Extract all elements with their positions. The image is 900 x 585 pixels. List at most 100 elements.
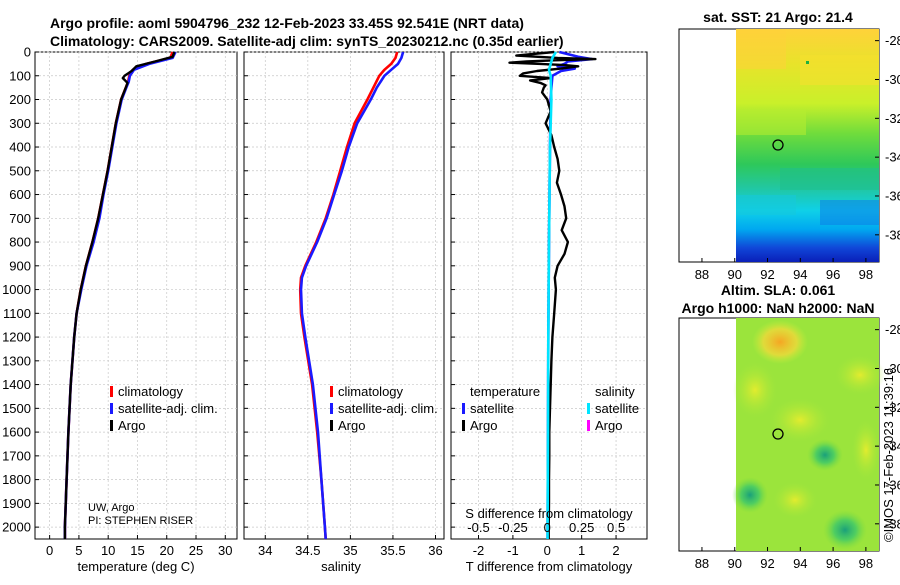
map-x-tick-label: 90	[728, 267, 742, 282]
salinity-frame	[243, 51, 445, 540]
depth-tick-label: 1000	[2, 282, 31, 297]
x-tick-label: 0	[46, 543, 53, 558]
diff-legend-swatch-s-satellite	[587, 403, 590, 414]
depth-axis: 0 100 200 300 400 500 600 700 800 900 1000 1100 1200…	[2, 45, 31, 535]
s-diff-tick-label: 0.25	[569, 520, 594, 535]
x-tick-label: 35.5	[380, 543, 405, 558]
x-tick-label: -1	[507, 543, 519, 558]
depth-tick-label: 500	[9, 163, 31, 178]
diff-legend-label-s-argo: Argo	[595, 418, 622, 433]
salinity-difference-ticks: -0.5 -0.25 0 0.25 0.5	[467, 520, 625, 535]
temperature-legend: climatology satellite-adj. clim. Argo	[110, 384, 218, 433]
x-tick-label: -2	[473, 543, 485, 558]
difference-panel: -2 -1 0 1 2 T difference from climatology S …	[450, 50, 648, 574]
x-tick-label: 30	[218, 543, 232, 558]
difference-x-label: T difference from climatology	[466, 559, 633, 574]
sal-legend-swatch-argo	[330, 420, 333, 431]
map-x-tick-label: 90	[728, 556, 742, 571]
salinity-lines	[298, 51, 405, 540]
sla-map: Altim. SLA: 0.061 Argo h1000: NaN h2000:…	[678, 282, 900, 571]
figure-title-line2: Climatology: CARS2009. Satellite-adj cli…	[50, 33, 564, 49]
map-x-tick-label: 98	[859, 556, 873, 571]
depth-tick-label: 1300	[2, 353, 31, 368]
salinity-legend: climatology satellite-adj. clim. Argo	[330, 384, 438, 433]
x-tick-label: 2	[612, 543, 619, 558]
map-y-tick-label: -30	[885, 72, 900, 87]
depth-tick-label: 1700	[2, 448, 31, 463]
sla-eddies	[732, 320, 885, 550]
map-x-tick-label: 92	[760, 267, 774, 282]
x-tick-label: 10	[101, 543, 115, 558]
temperature-panel: 0 5 10 15 20 25 30 temperature (deg C) climato…	[34, 51, 238, 574]
map-y-tick-label: -36	[885, 188, 900, 203]
series-line-argo	[63, 51, 176, 539]
map-x-tick-label: 96	[826, 556, 840, 571]
depth-tick-label: 2000	[2, 520, 31, 535]
difference-lines	[508, 50, 597, 539]
x-tick-label: 36	[428, 543, 442, 558]
map-x-tick-label: 96	[826, 267, 840, 282]
legend-swatch-argo	[110, 420, 113, 431]
map-x-tick-label: 94	[793, 267, 807, 282]
map-y-tick-label: -38	[885, 227, 900, 242]
legend-label-argo: Argo	[118, 418, 145, 433]
sla-map-y-ticks: -28 -30 -32 -34 -36 -38	[875, 322, 900, 531]
series-line-s-satellite	[546, 51, 558, 539]
s-diff-tick-label: -0.5	[467, 520, 489, 535]
depth-tick-label: 100	[9, 68, 31, 83]
depth-tick-label: 1600	[2, 425, 31, 440]
diff-legend-swatch-t-argo	[462, 420, 465, 431]
map-y-tick-label: -34	[885, 439, 900, 454]
sal-legend-label-satellite: satellite-adj. clim.	[338, 401, 438, 416]
annotation-institution: UW, Argo	[88, 502, 134, 514]
depth-tick-label: 600	[9, 187, 31, 202]
map-y-tick-label: -38	[885, 516, 900, 531]
diff-legend-label-s-satellite: satellite	[595, 401, 639, 416]
map-x-tick-label: 92	[760, 556, 774, 571]
sst-map-title: sat. SST: 21 Argo: 21.4	[703, 9, 853, 25]
salinity-difference-label: S difference from climatology	[465, 506, 633, 521]
temperature-grid	[35, 51, 237, 539]
s-diff-tick-label: -0.25	[498, 520, 528, 535]
diff-legend-label-t-satellite: satellite	[470, 401, 514, 416]
sst-map-x-ticks: 88 90 92 94 96 98	[695, 258, 873, 282]
temperature-x-ticks: 0 5 10 15 20 25 30	[46, 535, 233, 558]
map-x-tick-label: 88	[695, 267, 709, 282]
sla-argo-location-marker	[772, 428, 784, 440]
depth-tick-label: 1100	[3, 306, 31, 321]
map-y-tick-label: -32	[885, 111, 900, 126]
salinity-panel: 34 34.5 35 35.5 36 salinity climatology sate…	[243, 51, 445, 574]
legend-swatch-climatology	[110, 386, 113, 397]
temperature-frame	[34, 51, 238, 540]
map-y-tick-label: -32	[885, 400, 900, 415]
sla-map-x-ticks: 88 90 92 94 96 98	[695, 547, 873, 571]
salinity-x-label: salinity	[321, 559, 361, 574]
sla-map-title-line1: Altim. SLA: 0.061	[721, 282, 836, 298]
series-line-satellite-adj-clim-	[299, 51, 405, 540]
depth-tick-label: 300	[9, 116, 31, 131]
legend-swatch-satellite	[110, 403, 113, 414]
x-tick-label: 15	[130, 543, 144, 558]
x-tick-label: 1	[578, 543, 585, 558]
sal-legend-swatch-satellite	[330, 403, 333, 414]
depth-tick-label: 1500	[2, 401, 31, 416]
x-tick-label: 5	[75, 543, 82, 558]
map-x-tick-label: 88	[695, 556, 709, 571]
sal-legend-label-argo: Argo	[338, 418, 365, 433]
sst-texture	[736, 29, 879, 225]
salinity-x-ticks: 34 34.5 35 35.5 36	[258, 535, 443, 558]
sst-argo-location-marker	[772, 139, 784, 151]
sal-legend-swatch-climatology	[330, 386, 333, 397]
depth-tick-label: 1900	[2, 496, 31, 511]
diff-legend-title-temperature: temperature	[470, 384, 540, 399]
s-diff-tick-label: 0.5	[607, 520, 625, 535]
series-line-t-argo	[508, 50, 597, 539]
depth-tick-label: 700	[9, 211, 31, 226]
depth-tick-label: 800	[9, 235, 31, 250]
temperature-lines	[63, 51, 177, 539]
figure-title-line1: Argo profile: aoml 5904796_232 12-Feb-20…	[50, 15, 524, 31]
sla-map-title-line2: Argo h1000: NaN h2000: NaN	[682, 300, 875, 316]
map-y-tick-label: -30	[885, 361, 900, 376]
map-x-tick-label: 94	[793, 556, 807, 571]
x-tick-label: 20	[160, 543, 174, 558]
